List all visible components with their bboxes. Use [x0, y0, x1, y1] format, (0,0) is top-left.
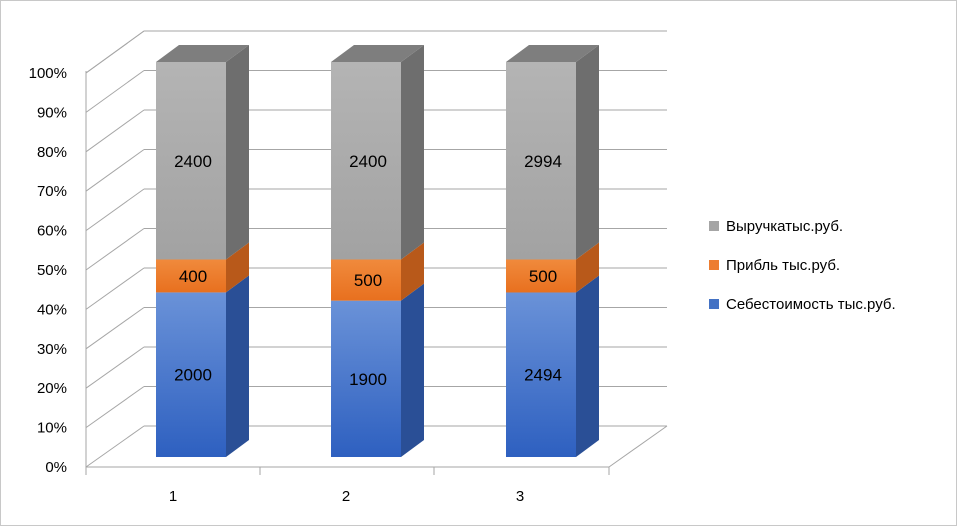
bar-segment-front [506, 62, 576, 260]
bar-segment-side [576, 275, 599, 457]
bar-segment-front [506, 259, 576, 293]
legend: Выручкатыс.руб. Прибль тыс.руб. Себестоимо… [709, 218, 896, 313]
bars [156, 45, 599, 457]
gridline-diagonal [85, 188, 145, 232]
bar-segment-side [226, 242, 249, 293]
y-tick-label: 60% [37, 223, 67, 240]
y-tick-label: 90% [37, 104, 67, 121]
gridline-diagonal [85, 307, 145, 350]
gridline-diagonal [85, 149, 145, 192]
bar-segment-side [576, 242, 599, 293]
legend-label: Выручкатыс.руб. [726, 218, 843, 235]
bar-top [331, 45, 424, 62]
bar-segment-front [506, 292, 576, 457]
gridline-diagonal [85, 425, 145, 468]
bar-top [156, 45, 249, 62]
legend-swatch [709, 221, 719, 231]
y-axis-ticks: 0% 10% 20% 30% 40% 50% 60% 70% 80% 90% 100% [29, 65, 67, 476]
bar-segment-front [156, 259, 226, 293]
y-tick-label: 100% [29, 65, 67, 82]
data-label: 2494 [524, 366, 562, 385]
y-tick-label: 10% [37, 420, 67, 437]
data-label: 2000 [174, 366, 212, 385]
gridline-diagonal [85, 346, 145, 389]
gridline-diagonal [85, 386, 145, 429]
data-label: 500 [529, 267, 557, 286]
gridline-diagonal [85, 70, 145, 113]
x-tick-label: 3 [516, 488, 524, 505]
data-label: 2400 [174, 152, 212, 171]
legend-swatch [709, 299, 719, 309]
bar-segment-front [331, 300, 401, 457]
bar-segment-front [331, 259, 401, 301]
y-tick-label: 80% [37, 144, 67, 161]
bar-segment-side [226, 45, 249, 260]
bar-segment-side [576, 45, 599, 260]
gridline-diagonal [85, 267, 145, 310]
legend-label: Прибль тыс.руб. [726, 257, 840, 274]
x-tick-label: 2 [342, 488, 350, 505]
y-tick-label: 0% [45, 459, 67, 476]
bar-segment-side [226, 275, 249, 457]
bar-segment-side [401, 45, 424, 260]
bar-top [506, 45, 599, 62]
bar-segment-side [401, 242, 424, 301]
y-tick-label: 30% [37, 341, 67, 358]
y-tick-label: 20% [37, 380, 67, 397]
y-tick-label: 40% [37, 301, 67, 318]
bar-segment-front [156, 62, 226, 260]
data-label: 1900 [349, 370, 387, 389]
data-label: 500 [354, 271, 382, 290]
x-axis-ticks: 1 2 3 [85, 467, 610, 505]
bar-segment-side [401, 283, 424, 457]
data-label: 2994 [524, 152, 562, 171]
gridline-diagonal [85, 228, 145, 271]
x-tick-label: 1 [169, 488, 177, 505]
data-label: 400 [179, 267, 207, 286]
legend-label: Себестоимость тыс.руб. [726, 296, 896, 313]
gridline-diagonal [85, 109, 145, 153]
y-tick-label: 50% [37, 262, 67, 279]
floor-right-edge [608, 425, 668, 468]
bar-segment-front [156, 292, 226, 457]
bar-segment-front [331, 62, 401, 260]
gridline-diagonal [85, 30, 145, 74]
legend-swatch [709, 260, 719, 270]
data-label: 2400 [349, 152, 387, 171]
data-labels: 2000 400 2400 1900 500 2400 2494 500 2994 [174, 152, 562, 389]
y-tick-label: 70% [37, 183, 67, 200]
